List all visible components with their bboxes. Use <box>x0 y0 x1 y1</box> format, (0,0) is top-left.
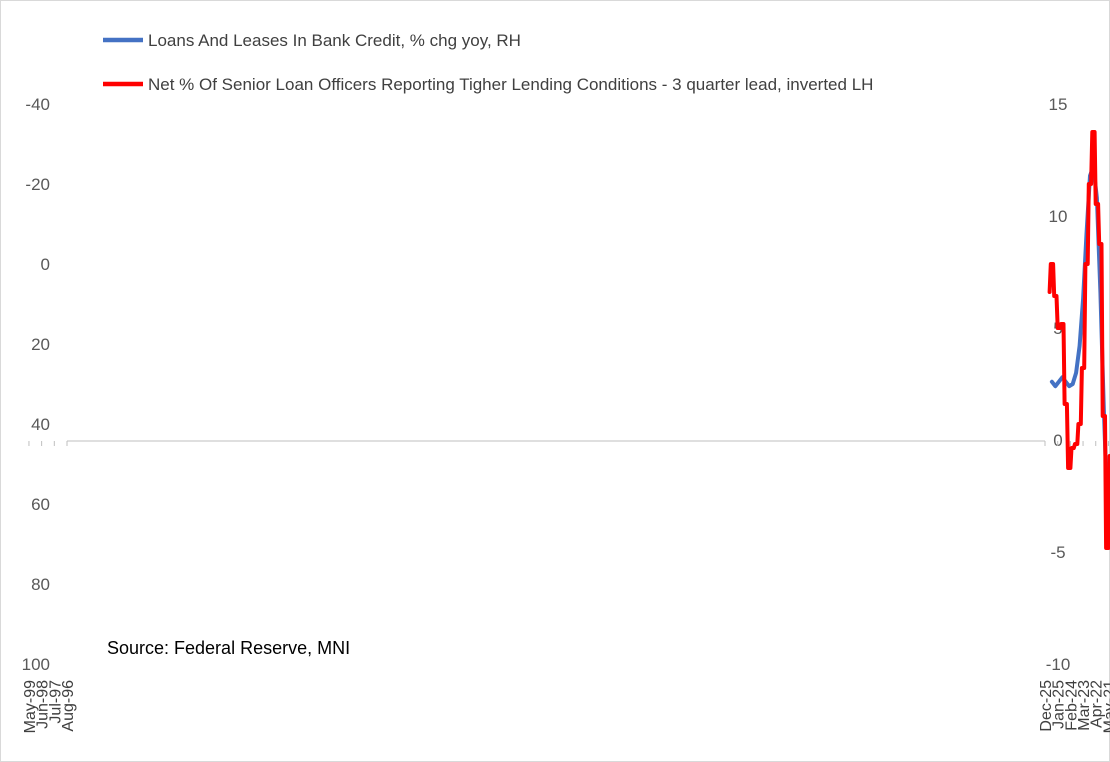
left-axis-tick-label: 100 <box>22 655 50 674</box>
x-axis-tick-label: Aug-96 <box>60 680 77 732</box>
right-axis-tick-label: 15 <box>1049 95 1068 114</box>
x-axis-labels: Aug-96Jul-97Jun-98May-99Apr-00Mar-01Feb-… <box>22 680 1110 733</box>
right-axis-tick-label: 10 <box>1049 207 1068 226</box>
x-axis-tick-label: Feb-24 <box>1063 680 1080 731</box>
left-axis-tick-label: 40 <box>31 415 50 434</box>
legend-label-loans: Loans And Leases In Bank Credit, % chg y… <box>148 31 521 50</box>
x-axis-tick-label: May-21 <box>1101 680 1110 733</box>
x-axis-tick-label: Jan-25 <box>1051 680 1068 729</box>
left-axis-tick-label: -40 <box>25 95 50 114</box>
left-axis-tick-label: 20 <box>31 335 50 354</box>
left-axis-ticks: -40 -20 0 20 40 60 80 100 <box>22 95 50 674</box>
x-axis-tick-label: Jun-98 <box>35 680 52 729</box>
source-note: Source: Federal Reserve, MNI <box>107 638 350 658</box>
x-axis-tick-label: May-99 <box>22 680 39 733</box>
x-axis-tick-label: Mar-23 <box>1076 680 1093 731</box>
right-axis-tick-label: -10 <box>1046 655 1071 674</box>
legend-label-loan-officers: Net % Of Senior Loan Officers Reporting … <box>148 75 873 94</box>
x-axis-tick-label: Apr-22 <box>1089 680 1106 728</box>
legend: Loans And Leases In Bank Credit, % chg y… <box>103 31 873 94</box>
right-axis-tick-label: 0 <box>1053 431 1062 450</box>
x-axis-tick-label: Jul-97 <box>47 680 64 724</box>
left-axis-tick-label: 80 <box>31 575 50 594</box>
left-axis-tick-label: 0 <box>41 255 50 274</box>
left-axis-tick-label: 60 <box>31 495 50 514</box>
left-axis-tick-label: -20 <box>25 175 50 194</box>
x-axis-tick-label: Dec-25 <box>1038 680 1055 732</box>
x-axis-ticks <box>28 441 1109 446</box>
right-axis-tick-label: -5 <box>1050 543 1065 562</box>
